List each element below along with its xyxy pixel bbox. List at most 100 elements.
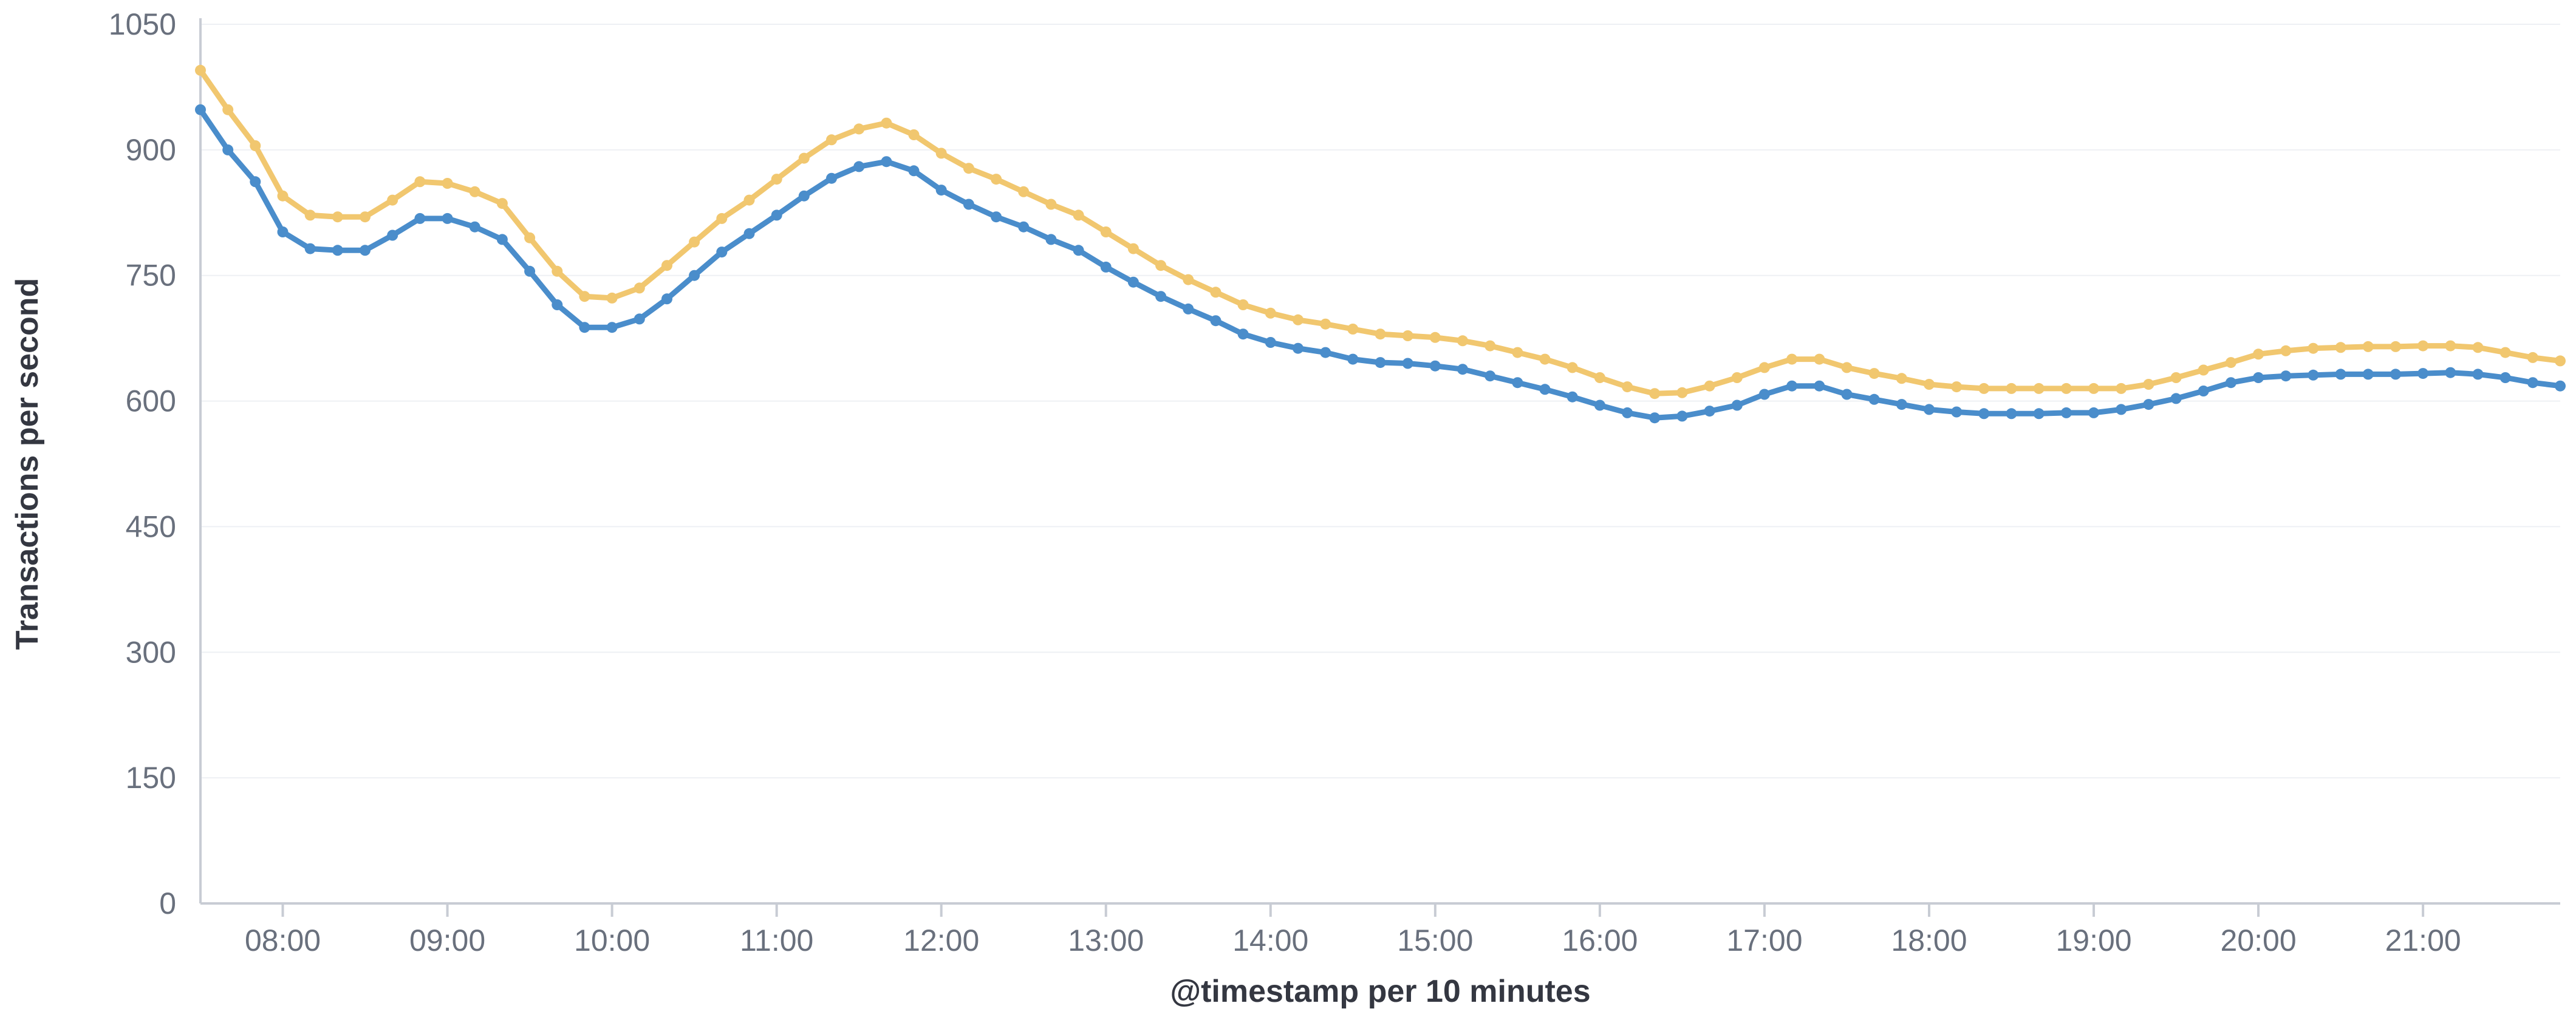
y-tick-label: 450 (126, 509, 176, 543)
data-point (2555, 380, 2566, 392)
data-point (1924, 404, 1935, 415)
data-point (826, 172, 837, 184)
data-point (1320, 347, 1331, 358)
data-point (908, 129, 920, 140)
data-point (1183, 303, 1194, 314)
data-point (1045, 199, 1057, 210)
x-tick-label: 21:00 (2385, 923, 2461, 957)
data-point (277, 190, 289, 202)
data-point (195, 64, 206, 76)
data-point (469, 186, 480, 197)
data-point (1924, 379, 1935, 390)
data-point (798, 190, 810, 202)
data-point (771, 174, 782, 185)
data-point (250, 140, 261, 151)
data-point (1347, 353, 1359, 365)
data-point (1512, 377, 1523, 389)
data-point (1127, 276, 1139, 288)
data-point (853, 123, 865, 135)
data-point (1402, 330, 1413, 341)
data-point (826, 134, 837, 146)
data-point (1951, 406, 1963, 418)
data-point (579, 291, 590, 302)
data-point (1731, 399, 1743, 411)
data-point (1429, 332, 1441, 343)
data-point (1539, 353, 1551, 365)
data-point (634, 282, 645, 294)
y-tick-label: 600 (126, 384, 176, 418)
data-point (2527, 352, 2538, 363)
data-point (387, 194, 398, 206)
data-point (606, 322, 618, 333)
data-point (1073, 209, 1084, 221)
data-point (716, 246, 728, 258)
data-point (1018, 186, 1030, 197)
data-point (2335, 369, 2346, 380)
data-point (2362, 369, 2374, 380)
data-point (1896, 373, 1907, 384)
data-point (1841, 389, 1853, 400)
data-point (2225, 357, 2236, 369)
data-point (2499, 372, 2511, 383)
data-point (1841, 362, 1853, 373)
data-point (1978, 382, 1990, 394)
data-point (1237, 299, 1249, 310)
data-point (304, 209, 316, 221)
data-point (2143, 399, 2154, 410)
data-point (689, 236, 700, 248)
data-point (1951, 381, 1963, 393)
data-point (2445, 367, 2456, 378)
series-lines (195, 64, 2566, 424)
data-point (1265, 337, 1276, 348)
data-point (1731, 372, 1743, 383)
data-point (496, 234, 508, 245)
data-point (1704, 406, 1715, 417)
data-point (1155, 291, 1167, 302)
data-point (1512, 347, 1523, 358)
data-point (881, 117, 892, 129)
data-point (634, 313, 645, 325)
data-point (1649, 412, 1661, 424)
data-point (2253, 348, 2264, 360)
data-point (2033, 408, 2045, 420)
data-point (414, 212, 426, 224)
data-point (2555, 355, 2566, 367)
data-point (2335, 342, 2346, 353)
data-point (1566, 391, 1578, 403)
data-point (1210, 287, 1221, 298)
x-tick-label: 18:00 (1891, 923, 1967, 957)
data-point (935, 148, 947, 159)
data-point (442, 212, 453, 224)
data-point (991, 174, 1002, 185)
data-point (2006, 382, 2017, 394)
data-point (1018, 221, 1030, 233)
data-point (908, 165, 920, 177)
data-point (1210, 315, 1221, 327)
y-tick-label: 900 (126, 133, 176, 167)
data-point (1594, 399, 1605, 411)
data-point (524, 265, 536, 277)
y-tick-label: 0 (159, 886, 176, 920)
data-point (661, 260, 672, 271)
data-point (222, 144, 234, 155)
data-point (1045, 234, 1057, 245)
data-point (469, 221, 480, 233)
data-point (222, 104, 234, 115)
data-point (963, 163, 974, 174)
data-point (963, 199, 974, 210)
data-point (387, 229, 398, 241)
data-point (552, 299, 563, 310)
data-point (1622, 407, 1633, 418)
x-tick-label: 17:00 (1726, 923, 1802, 957)
data-point (1347, 324, 1359, 335)
data-point (1073, 245, 1084, 256)
data-point (2088, 382, 2099, 394)
data-point (1758, 362, 1770, 373)
series-line-1 (197, 67, 2563, 396)
data-point (1978, 408, 1990, 420)
data-point (991, 211, 1002, 223)
data-point (442, 178, 453, 189)
data-point (1100, 226, 1112, 237)
y-tick-label: 1050 (109, 7, 176, 41)
